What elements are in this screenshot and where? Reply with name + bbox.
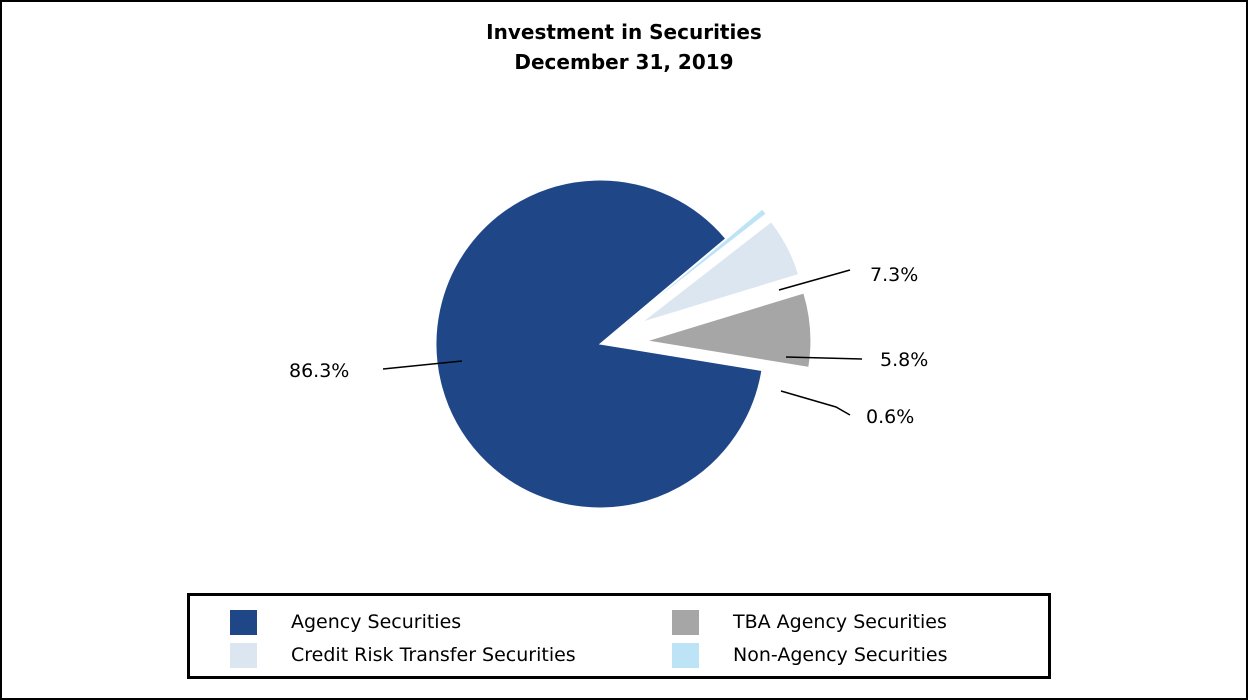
data-label-non-agency: 0.6%: [866, 406, 914, 428]
legend-item-agency: Agency Securities: [230, 608, 461, 636]
legend-item-non-agency: Non-Agency Securities: [672, 641, 947, 669]
pie-slice-crt: [641, 221, 800, 323]
pie-slice-non-agency: [636, 208, 767, 315]
legend-label-agency: Agency Securities: [291, 611, 462, 633]
leader-line-non-agency: [780, 390, 851, 416]
legend-item-crt: Credit Risk Transfer Securities: [230, 641, 576, 669]
legend-swatch-crt: [230, 642, 257, 668]
pie-slice-tba: [646, 292, 812, 369]
legend-swatch-tba: [672, 609, 699, 635]
leader-line-tba: [778, 269, 851, 291]
legend-label-non-agency: Non-Agency Securities: [733, 644, 948, 666]
legend: Agency Securities TBA Agency Securities …: [187, 593, 1051, 679]
data-label-tba: 7.3%: [870, 264, 918, 286]
leader-line-agency: [382, 360, 463, 370]
chart-title: Investment in Securities: [486, 20, 762, 44]
data-label-crt: 5.8%: [880, 349, 928, 371]
legend-label-crt: Credit Risk Transfer Securities: [291, 644, 576, 666]
data-label-agency: 86.3%: [289, 360, 349, 382]
leader-line-crt: [785, 356, 863, 360]
pie-slice-agency: [435, 179, 763, 509]
legend-swatch-non-agency: [672, 642, 699, 668]
legend-swatch-agency: [230, 609, 257, 635]
legend-item-tba: TBA Agency Securities: [672, 608, 947, 636]
chart-subtitle: December 31, 2019: [514, 50, 734, 74]
legend-label-tba: TBA Agency Securities: [733, 611, 947, 633]
chart-title-block: Investment in Securities December 31, 20…: [0, 17, 1248, 77]
